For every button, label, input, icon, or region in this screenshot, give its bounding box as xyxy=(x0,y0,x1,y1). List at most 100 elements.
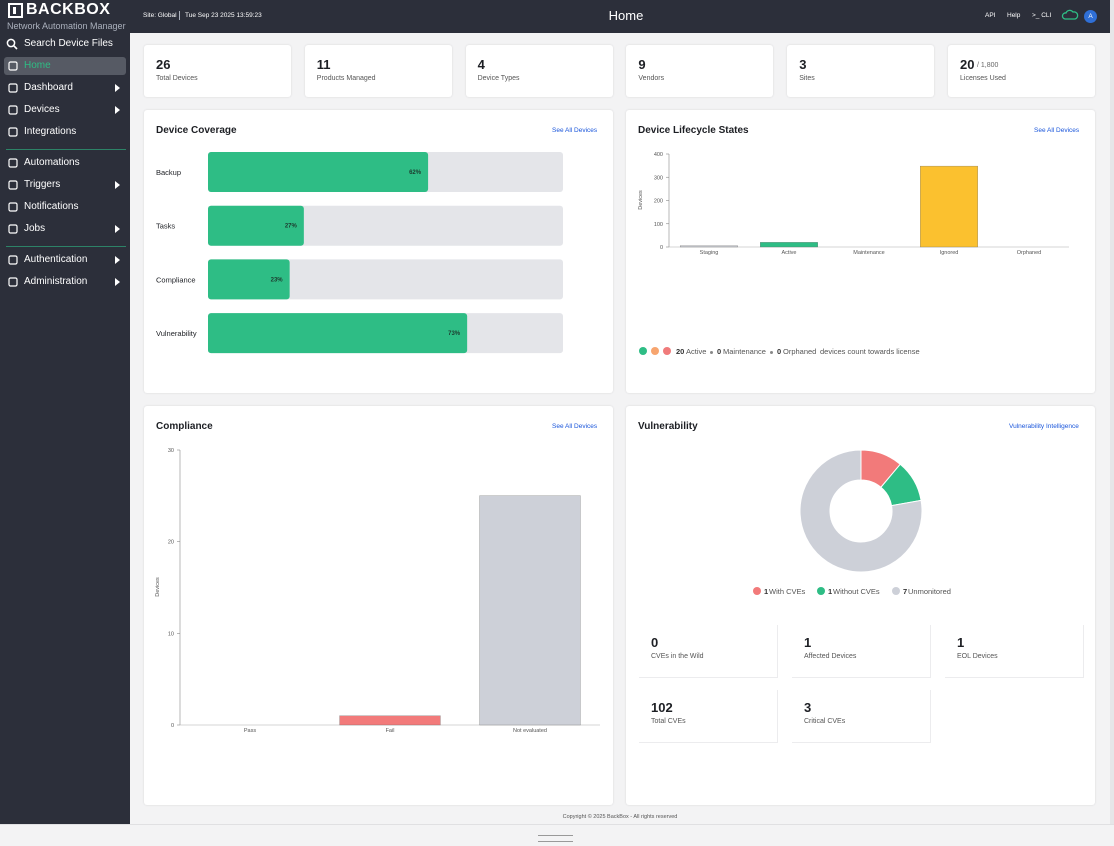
stat-label: CVEs in the Wild xyxy=(651,653,704,660)
legend-dot xyxy=(817,587,825,595)
icon-shape xyxy=(8,180,18,190)
nav-item[interactable]: Integrations xyxy=(24,126,77,137)
arrow xyxy=(115,181,120,189)
icon-shape xyxy=(8,255,18,265)
stat-label: Total CVEs xyxy=(651,718,686,725)
progress-bar xyxy=(208,205,304,246)
note-label: Orphaned xyxy=(783,347,817,356)
nav-item[interactable]: Triggers xyxy=(24,179,61,190)
legend-label: Without CVEs xyxy=(833,587,880,596)
stat-value: 20 xyxy=(960,57,975,72)
panel-title: Compliance xyxy=(156,421,213,432)
panel xyxy=(626,406,1095,805)
legend-dot xyxy=(753,587,761,595)
stat-value: 11 xyxy=(316,57,331,72)
logo-box xyxy=(8,3,23,18)
legend-label: Unmonitored xyxy=(908,587,951,596)
legend-dot xyxy=(892,587,900,595)
nav-icon xyxy=(8,224,18,234)
separator xyxy=(179,11,180,20)
search-circle xyxy=(6,38,16,48)
icon-shape xyxy=(8,127,18,137)
nav-divider xyxy=(6,246,126,247)
stat-value: 9 xyxy=(638,57,646,72)
search[interactable]: Search Device Files xyxy=(24,38,113,49)
nav-item[interactable]: Notifications xyxy=(24,201,79,212)
scrollbar xyxy=(1110,0,1114,824)
arrow xyxy=(115,256,120,264)
arrow xyxy=(115,84,120,92)
value-label: 23% xyxy=(271,277,284,283)
stat-card xyxy=(304,45,452,97)
resize-handle[interactable] xyxy=(538,835,573,842)
progress-bar xyxy=(208,313,468,354)
note-suffix: devices count towards license xyxy=(820,347,920,356)
search-handle xyxy=(13,45,18,50)
note-count: 0 xyxy=(777,347,782,356)
legend-count: 7 xyxy=(903,587,908,596)
nav-item[interactable]: Authentication xyxy=(24,254,88,265)
stat-value: 3 xyxy=(799,57,807,72)
stat-card xyxy=(465,45,613,97)
stat-label: Affected Devices xyxy=(804,653,857,660)
arrow xyxy=(115,225,120,233)
value-label: 73% xyxy=(448,331,461,337)
nav-icon xyxy=(8,158,18,168)
stat-cell xyxy=(792,690,931,743)
panel-link[interactable]: Vulnerability Intelligence xyxy=(1009,423,1079,430)
search-icon xyxy=(6,38,18,50)
legend-label: With CVEs xyxy=(769,587,806,596)
stat-value: 4 xyxy=(477,57,485,72)
nav-active xyxy=(4,57,126,75)
note-label: Maintenance xyxy=(723,347,766,356)
stat-value: 102 xyxy=(651,700,673,715)
nav-item[interactable]: Home xyxy=(24,60,51,71)
stat-label: Products Managed xyxy=(316,75,376,82)
logo: BACKBOX xyxy=(26,1,111,18)
nav-item[interactable]: Devices xyxy=(24,104,60,115)
nav-icon xyxy=(8,255,18,265)
nav-item[interactable]: Dashboard xyxy=(24,82,73,93)
page-title: Home xyxy=(608,8,644,23)
stat-label: Vendors xyxy=(638,75,665,82)
footer: Copyright © 2025 BackBox - All rights re… xyxy=(562,814,678,820)
note-count: 20 xyxy=(676,347,685,356)
logo-icon xyxy=(8,3,23,18)
stat-card xyxy=(144,45,291,97)
value-label: 62% xyxy=(409,170,422,176)
panel-link[interactable]: See All Devices xyxy=(552,423,598,430)
note-separator xyxy=(770,351,773,354)
nav-divider xyxy=(6,149,126,150)
panel-title: Vulnerability xyxy=(638,421,698,432)
stat-cell xyxy=(639,690,778,743)
nav-icon xyxy=(8,127,18,137)
header-link[interactable]: Help xyxy=(1007,12,1021,19)
panel xyxy=(626,110,1095,393)
stat-value: 0 xyxy=(651,635,659,650)
icon-shape xyxy=(8,224,18,234)
category-label: Tasks xyxy=(156,222,175,231)
legend-count: 1 xyxy=(828,587,833,596)
nav-item[interactable]: Administration xyxy=(24,276,88,287)
header-link[interactable]: API xyxy=(985,12,996,19)
legend-dot xyxy=(639,347,647,355)
stat-card xyxy=(948,45,1095,97)
header-link[interactable]: >_ CLI xyxy=(1032,12,1052,19)
logo-bar xyxy=(13,7,16,14)
stat-label: EOL Devices xyxy=(957,653,998,660)
cloud-icon xyxy=(1061,9,1079,20)
nav-item[interactable]: Jobs xyxy=(24,223,46,234)
stat-card xyxy=(787,45,935,97)
note-count: 0 xyxy=(717,347,722,356)
panel xyxy=(144,406,613,805)
nav-icon xyxy=(8,277,18,287)
panel-link[interactable]: See All Devices xyxy=(1034,127,1080,134)
icon-shape xyxy=(8,277,18,287)
stat-label: Total Devices xyxy=(156,75,198,82)
legend-dot xyxy=(651,347,659,355)
panel-title: Device Coverage xyxy=(156,125,237,136)
panel-link[interactable]: See All Devices xyxy=(552,127,598,134)
nav-item[interactable]: Automations xyxy=(24,157,80,168)
avatar[interactable]: A xyxy=(1084,10,1097,23)
